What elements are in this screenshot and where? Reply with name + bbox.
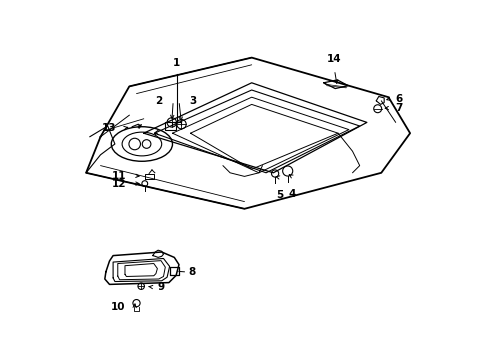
Text: 13: 13 [102,123,116,133]
Text: 6: 6 [395,94,402,104]
Text: 3: 3 [189,96,197,106]
Text: 2: 2 [155,96,162,106]
Text: 1: 1 [173,58,180,68]
Text: 9: 9 [157,282,164,292]
Text: 14: 14 [326,54,341,64]
Text: 11: 11 [112,171,126,181]
Text: 5: 5 [275,190,283,200]
Text: 8: 8 [187,267,195,277]
Text: 4: 4 [288,189,295,199]
Text: 10: 10 [111,302,125,312]
Text: 7: 7 [395,103,402,113]
Text: 12: 12 [112,179,126,189]
